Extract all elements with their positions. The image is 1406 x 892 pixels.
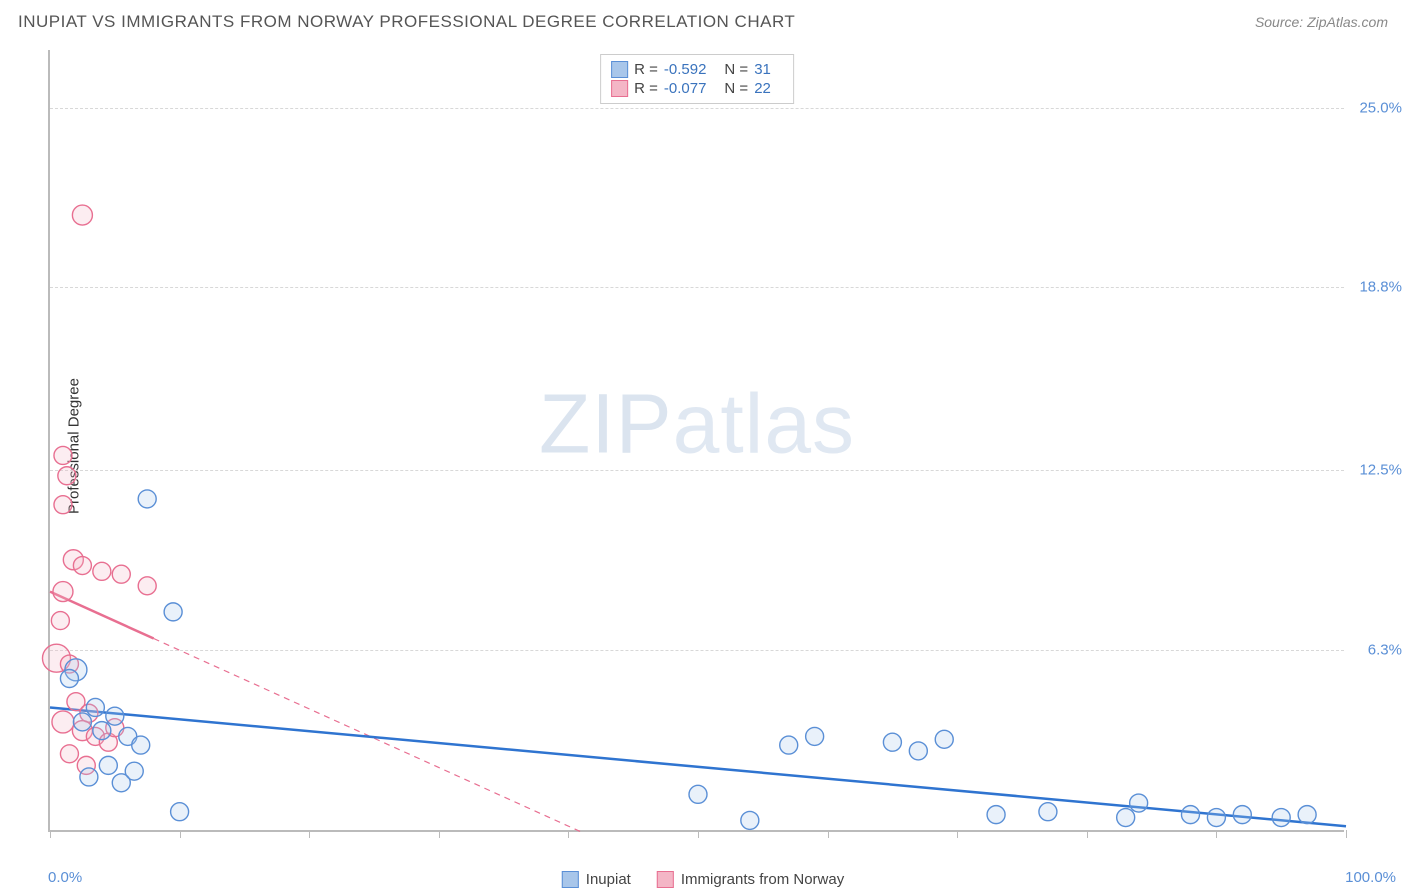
x-axis-min-label: 0.0% xyxy=(48,869,82,886)
x-tick xyxy=(50,830,51,838)
data-point-series-a xyxy=(806,727,824,745)
data-point-series-a xyxy=(1039,803,1057,821)
data-point-series-a xyxy=(86,698,104,716)
chart-title: INUPIAT VS IMMIGRANTS FROM NORWAY PROFES… xyxy=(18,12,795,32)
data-point-series-a xyxy=(883,733,901,751)
data-point-series-a xyxy=(1272,809,1290,827)
data-point-series-a xyxy=(1117,809,1135,827)
data-point-series-b xyxy=(52,711,74,733)
trendline-series-b-dashed xyxy=(154,639,582,832)
data-point-series-a xyxy=(73,713,91,731)
data-point-series-a xyxy=(689,785,707,803)
x-tick xyxy=(568,830,569,838)
chart-header: INUPIAT VS IMMIGRANTS FROM NORWAY PROFES… xyxy=(18,12,1388,32)
stats-row: R = -0.592 N = 31 xyxy=(611,61,783,78)
data-point-series-a xyxy=(112,774,130,792)
data-point-series-b xyxy=(72,205,92,225)
data-point-series-a xyxy=(780,736,798,754)
plot-area: ZIPatlas 6.3%12.5%18.8%25.0% R = -0.592 … xyxy=(48,50,1344,832)
y-tick-label: 12.5% xyxy=(1359,461,1402,478)
data-point-series-b xyxy=(58,467,76,485)
data-point-series-a xyxy=(80,768,98,786)
scatter-svg xyxy=(50,50,1344,830)
data-point-series-a xyxy=(741,811,759,829)
stat-n-label: N = xyxy=(724,80,748,97)
data-point-series-a xyxy=(171,803,189,821)
x-tick xyxy=(698,830,699,838)
x-tick xyxy=(1087,830,1088,838)
data-point-series-b xyxy=(54,446,72,464)
data-point-series-a xyxy=(60,669,78,687)
y-tick-label: 18.8% xyxy=(1359,279,1402,296)
x-tick xyxy=(1216,830,1217,838)
x-tick xyxy=(957,830,958,838)
swatch-series-b xyxy=(657,871,674,888)
data-point-series-a xyxy=(909,742,927,760)
legend-label: Immigrants from Norway xyxy=(681,871,844,888)
data-point-series-b xyxy=(112,565,130,583)
data-point-series-b xyxy=(60,745,78,763)
trendline-series-a xyxy=(50,707,1346,826)
data-point-series-a xyxy=(987,806,1005,824)
stats-row: R = -0.077 N = 22 xyxy=(611,80,783,97)
data-point-series-a xyxy=(1130,794,1148,812)
data-point-series-b xyxy=(54,496,72,514)
y-tick-label: 6.3% xyxy=(1368,641,1402,658)
x-axis-max-label: 100.0% xyxy=(1345,869,1396,886)
stat-n-value: 22 xyxy=(754,80,771,97)
swatch-series-a xyxy=(611,61,628,78)
legend-item: Immigrants from Norway xyxy=(657,871,844,888)
data-point-series-a xyxy=(1181,806,1199,824)
data-point-series-a xyxy=(164,603,182,621)
stat-r-label: R = xyxy=(634,80,658,97)
stat-n-label: N = xyxy=(724,61,748,78)
data-point-series-b xyxy=(138,577,156,595)
legend-label: Inupiat xyxy=(586,871,631,888)
x-tick xyxy=(828,830,829,838)
x-tick xyxy=(1346,830,1347,838)
data-point-series-a xyxy=(935,730,953,748)
x-tick xyxy=(180,830,181,838)
stat-r-label: R = xyxy=(634,61,658,78)
data-point-series-a xyxy=(1233,806,1251,824)
x-tick xyxy=(439,830,440,838)
stat-r-value: -0.592 xyxy=(664,61,707,78)
stat-n-value: 31 xyxy=(754,61,771,78)
stat-r-value: -0.077 xyxy=(664,80,707,97)
bottom-legend: Inupiat Immigrants from Norway xyxy=(562,871,844,888)
data-point-series-b xyxy=(93,562,111,580)
data-point-series-a xyxy=(93,722,111,740)
stats-legend-box: R = -0.592 N = 31 R = -0.077 N = 22 xyxy=(600,54,794,104)
data-point-series-b xyxy=(53,582,73,602)
y-tick-label: 25.0% xyxy=(1359,99,1402,116)
x-tick xyxy=(309,830,310,838)
data-point-series-a xyxy=(106,707,124,725)
data-point-series-a xyxy=(132,736,150,754)
data-point-series-a xyxy=(99,756,117,774)
data-point-series-b xyxy=(51,612,69,630)
data-point-series-a xyxy=(138,490,156,508)
data-point-series-a xyxy=(1207,809,1225,827)
data-point-series-b xyxy=(73,557,91,575)
source-attribution: Source: ZipAtlas.com xyxy=(1255,14,1388,30)
swatch-series-b xyxy=(611,80,628,97)
swatch-series-a xyxy=(562,871,579,888)
data-point-series-a xyxy=(1298,806,1316,824)
legend-item: Inupiat xyxy=(562,871,631,888)
